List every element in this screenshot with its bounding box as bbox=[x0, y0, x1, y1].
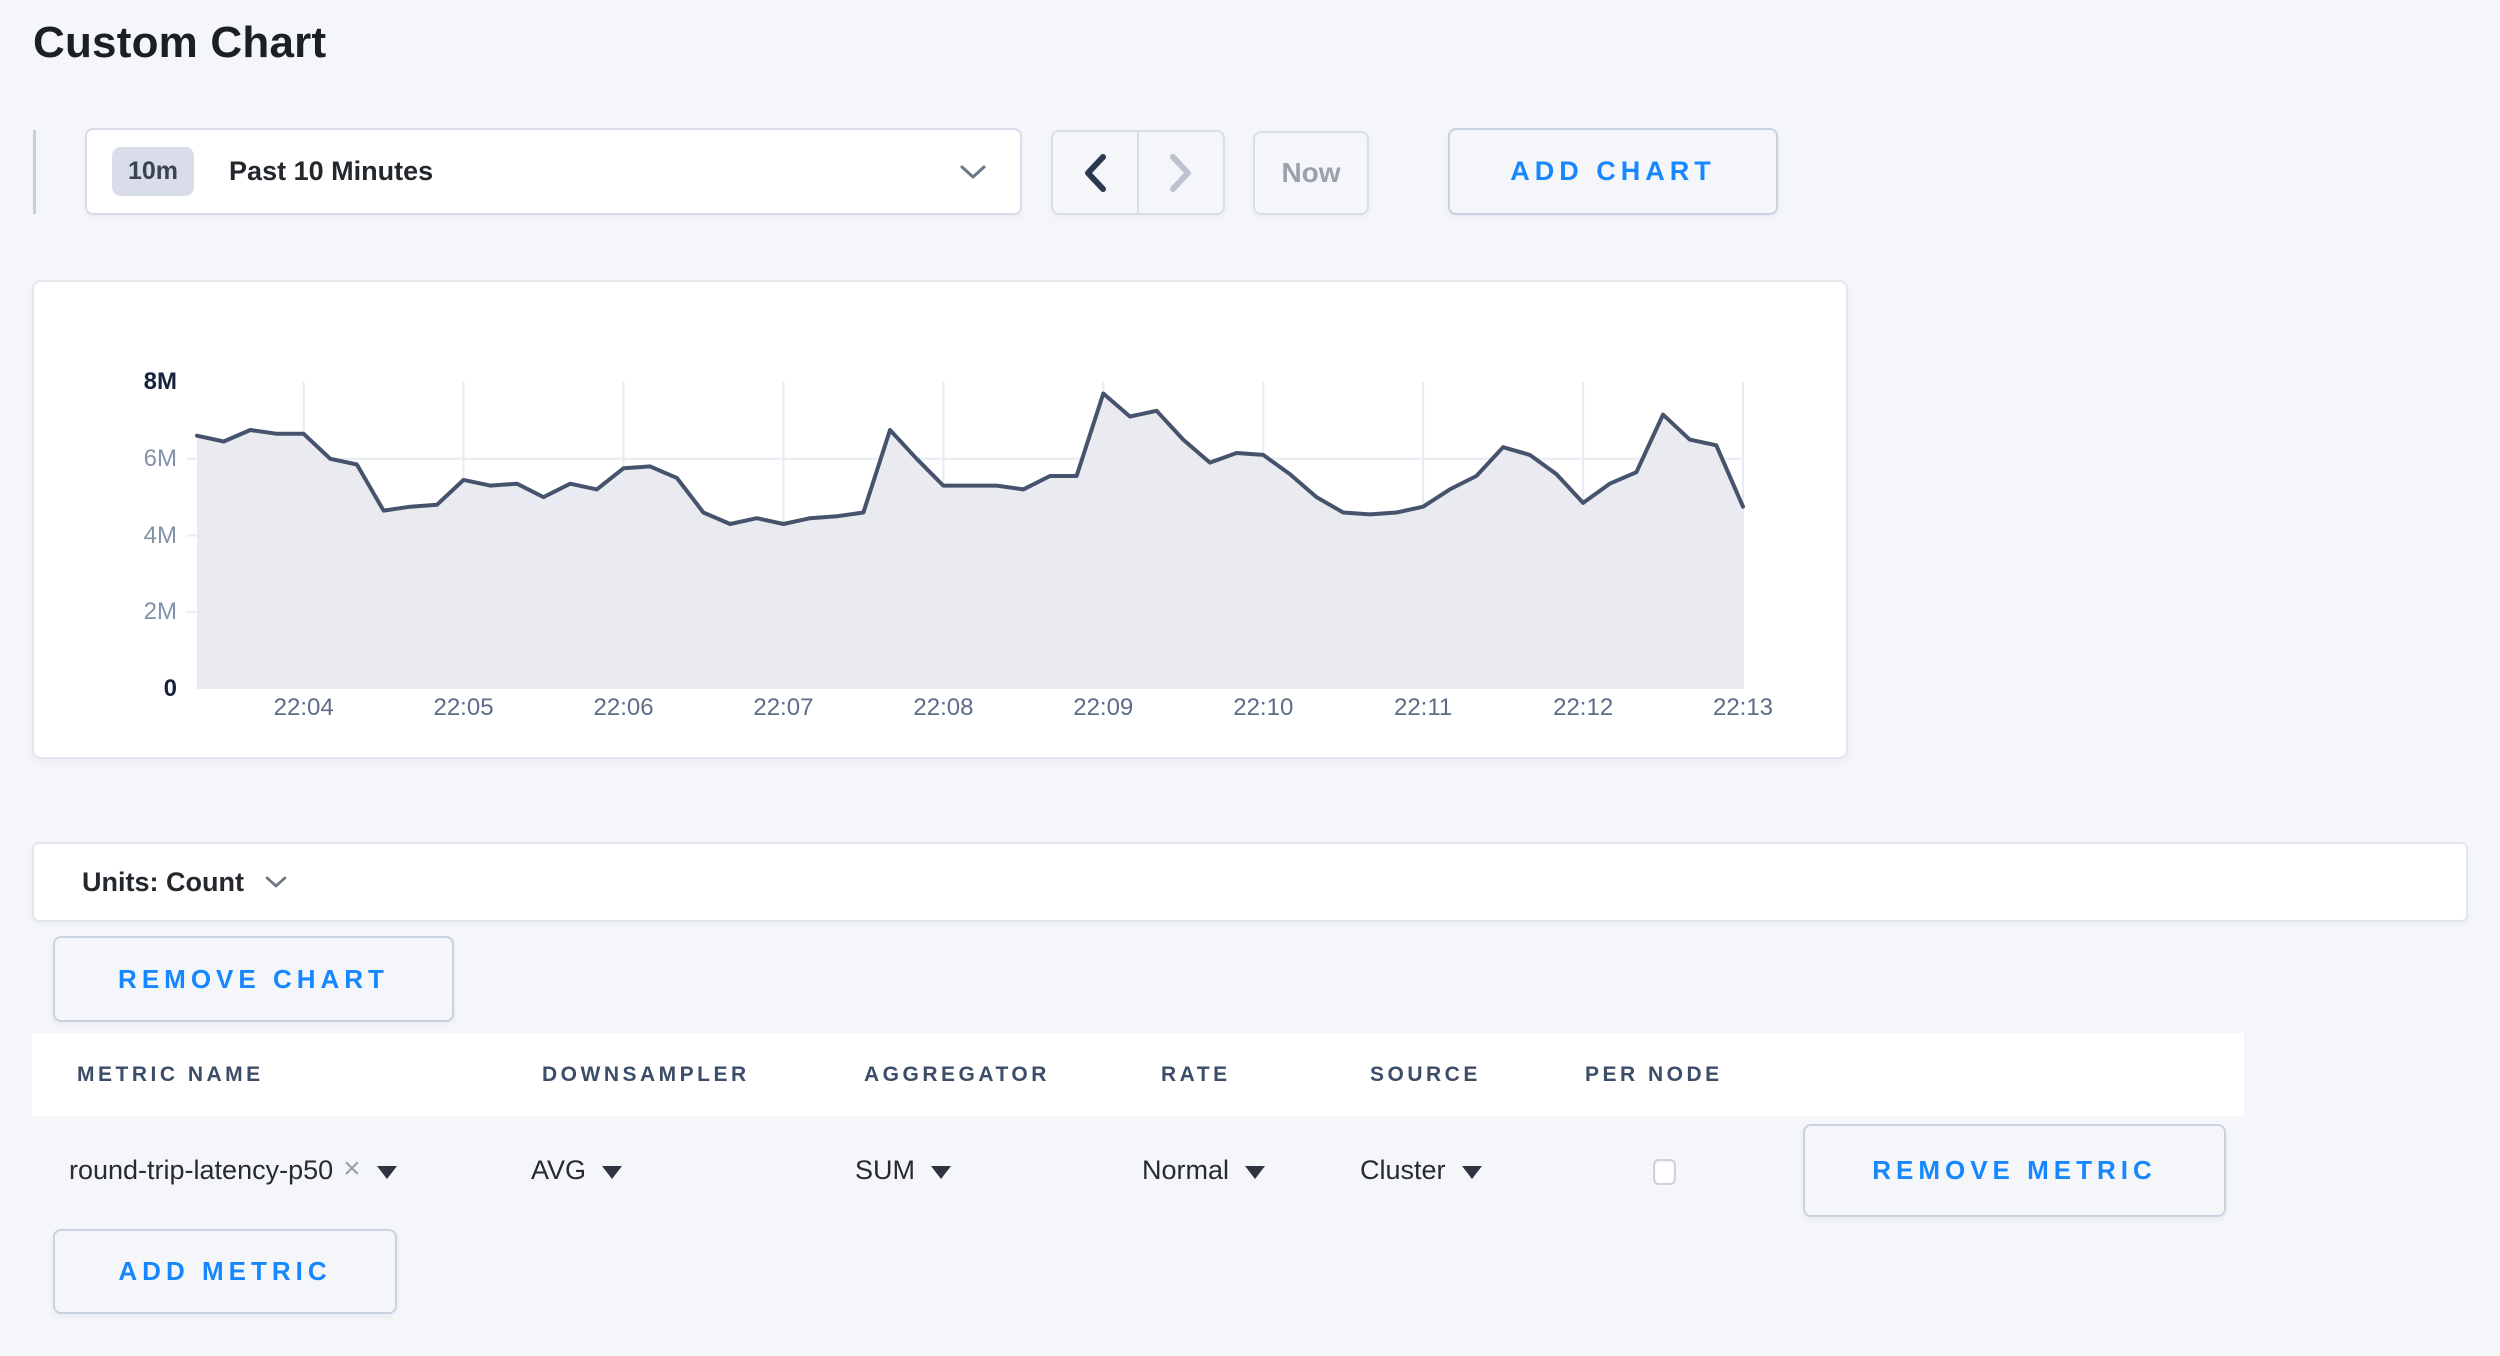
prev-timeframe-button[interactable] bbox=[1053, 132, 1137, 213]
downsampler-dropdown[interactable]: AVG bbox=[531, 1140, 623, 1200]
y-tick-label: 4M bbox=[143, 521, 177, 549]
x-tick-label: 22:07 bbox=[753, 694, 814, 721]
y-tick-label: 2M bbox=[143, 598, 177, 626]
page-title: Custom Chart bbox=[33, 18, 327, 67]
dropdown-caret-icon bbox=[1245, 1165, 1266, 1179]
x-tick-label: 22:09 bbox=[1073, 694, 1134, 721]
column-header-downsampler: DOWNSAMPLER bbox=[542, 1062, 750, 1086]
x-tick-label: 22:08 bbox=[913, 694, 974, 721]
x-tick-label: 22:12 bbox=[1553, 694, 1614, 721]
remove-metric-button[interactable]: REMOVE METRIC bbox=[1803, 1124, 2226, 1217]
dropdown-caret-icon bbox=[376, 1165, 397, 1179]
column-header-aggregator: AGGREGATOR bbox=[864, 1062, 1050, 1086]
chevron-down-icon bbox=[960, 165, 986, 178]
chevron-down-icon bbox=[265, 876, 287, 888]
now-button[interactable]: Now bbox=[1253, 131, 1369, 215]
metric-name-dropdown[interactable]: round-trip-latency-p50 × bbox=[69, 1140, 397, 1200]
metrics-table-header: METRIC NAME DOWNSAMPLER AGGREGATOR RATE … bbox=[32, 1033, 2244, 1116]
column-header-metric-name: METRIC NAME bbox=[77, 1062, 264, 1086]
x-tick-label: 22:11 bbox=[1393, 694, 1453, 721]
chart-card: 0 2M 4M 6M 8M 22:04 22:05 22:06 22:07 22:08 22:09… bbox=[32, 280, 1848, 759]
dropdown-caret-icon bbox=[1461, 1165, 1482, 1179]
per-node-checkbox[interactable] bbox=[1653, 1159, 1676, 1185]
x-tick-label: 22:04 bbox=[273, 694, 334, 721]
column-header-per-node: PER NODE bbox=[1585, 1062, 1723, 1086]
y-axis-labels: 0 2M 4M 6M 8M bbox=[34, 282, 1846, 757]
aggregator-dropdown[interactable]: SUM bbox=[855, 1140, 951, 1200]
column-header-rate: RATE bbox=[1161, 1062, 1231, 1086]
downsampler-value: AVG bbox=[531, 1154, 587, 1185]
rate-value: Normal bbox=[1142, 1154, 1230, 1185]
x-tick-label: 22:13 bbox=[1712, 694, 1774, 721]
remove-chart-button[interactable]: REMOVE CHART bbox=[53, 936, 454, 1022]
time-range-label: Past 10 Minutes bbox=[229, 156, 434, 186]
x-tick-label: 22:06 bbox=[593, 694, 654, 721]
dropdown-caret-icon bbox=[931, 1165, 951, 1179]
y-tick-label: 6M bbox=[143, 444, 177, 472]
chevron-left-icon bbox=[1085, 153, 1106, 192]
time-nav-group bbox=[1051, 130, 1225, 215]
clear-metric-icon[interactable]: × bbox=[343, 1152, 361, 1185]
units-dropdown[interactable]: Units: Count bbox=[32, 842, 2468, 922]
units-label: Units: Count bbox=[82, 866, 244, 897]
chevron-right-icon bbox=[1170, 153, 1191, 192]
add-chart-button[interactable]: ADD CHART bbox=[1448, 128, 1778, 215]
y-tick-label: 8M bbox=[143, 368, 177, 395]
y-tick-label: 0 bbox=[163, 675, 177, 702]
aggregator-value: SUM bbox=[855, 1154, 915, 1185]
dropdown-caret-icon bbox=[602, 1165, 623, 1179]
source-value: Cluster bbox=[1360, 1154, 1446, 1185]
rate-dropdown[interactable]: Normal bbox=[1142, 1140, 1266, 1200]
add-metric-button[interactable]: ADD METRIC bbox=[53, 1229, 397, 1314]
chart-plot[interactable] bbox=[34, 282, 1850, 761]
time-scale-badge: 10m bbox=[112, 147, 195, 196]
column-header-source: SOURCE bbox=[1370, 1062, 1481, 1086]
metric-name-value: round-trip-latency-p50 bbox=[69, 1154, 334, 1185]
x-tick-label: 22:10 bbox=[1233, 694, 1294, 721]
x-axis-labels: 22:04 22:05 22:06 22:07 22:08 22:09 22:10 22:11… bbox=[34, 282, 1846, 757]
toolbar-divider bbox=[33, 130, 36, 214]
time-range-dropdown[interactable]: 10m Past 10 Minutes bbox=[85, 128, 1022, 215]
source-dropdown[interactable]: Cluster bbox=[1360, 1140, 1482, 1200]
x-tick-label: 22:05 bbox=[433, 694, 494, 721]
next-timeframe-button[interactable] bbox=[1137, 132, 1223, 213]
